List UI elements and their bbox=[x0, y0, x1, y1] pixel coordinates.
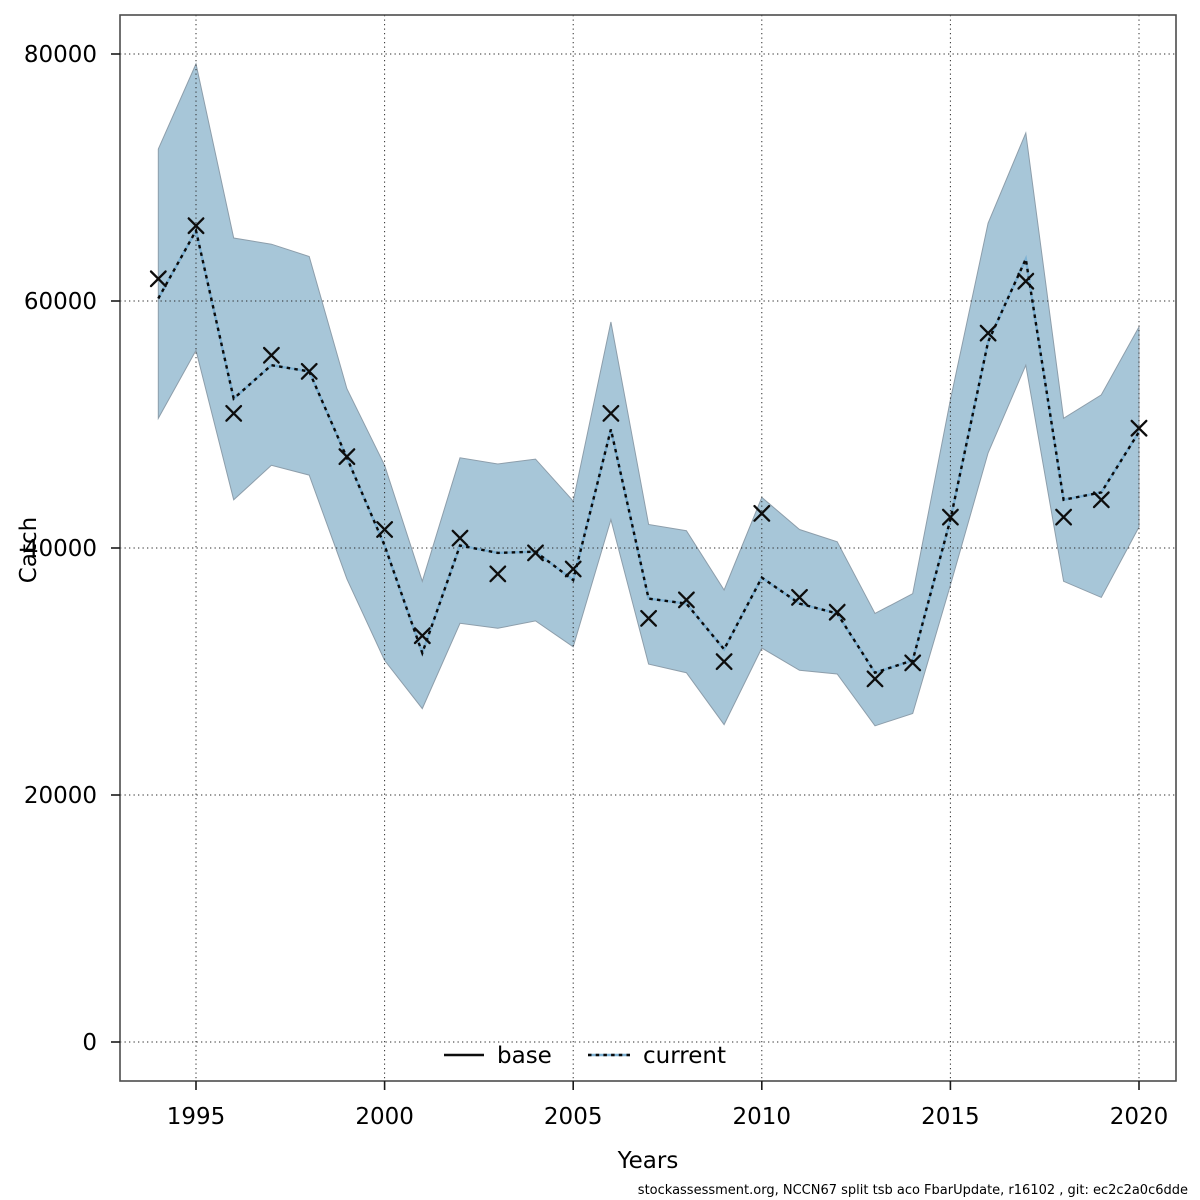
base-marker-2020 bbox=[1130, 419, 1148, 437]
confidence-band-layer bbox=[157, 62, 1140, 727]
x-tick-label-2010: 2010 bbox=[733, 1104, 792, 1130]
y-tick-label-60000: 60000 bbox=[24, 289, 97, 315]
x-tick-label-2020: 2020 bbox=[1110, 1104, 1169, 1130]
axis-tick-layer bbox=[111, 53, 1140, 1090]
base-marker-2017 bbox=[1017, 272, 1035, 290]
footer-citation: stockassessment.org, NCCN67 split tsb ac… bbox=[638, 1183, 1188, 1198]
base-marker-2005 bbox=[564, 560, 582, 578]
base-marker-2008 bbox=[677, 591, 695, 609]
base-marker-2016 bbox=[979, 324, 997, 342]
base-marker-2018 bbox=[1055, 508, 1073, 526]
base-marker-2015 bbox=[941, 508, 959, 526]
base-marker-2007 bbox=[640, 609, 658, 627]
current-line-dashes bbox=[157, 227, 1141, 675]
x-tick-label-2000: 2000 bbox=[355, 1104, 414, 1130]
current-line-layer bbox=[157, 227, 1141, 675]
base-marker-1996 bbox=[225, 404, 243, 422]
legend-current-label: current bbox=[643, 1043, 726, 1069]
x-tick-label-2015: 2015 bbox=[921, 1104, 980, 1130]
base-marker-1998 bbox=[300, 362, 318, 380]
legend: base current bbox=[444, 1043, 726, 1069]
base-marker-2012 bbox=[828, 603, 846, 621]
base-marker-layer bbox=[149, 217, 1148, 688]
y-tick-label-20000: 20000 bbox=[24, 783, 97, 809]
base-marker-2001 bbox=[413, 627, 431, 645]
base-marker-2011 bbox=[791, 588, 808, 606]
x-tick-label-layer: 1995 2000 2005 2010 2015 2020 bbox=[167, 1104, 1169, 1130]
base-marker-2010 bbox=[753, 504, 771, 522]
base-marker-1995 bbox=[187, 217, 205, 235]
y-tick-label-40000: 40000 bbox=[24, 536, 97, 562]
x-tick-label-1995: 1995 bbox=[167, 1104, 226, 1130]
confidence-band bbox=[157, 62, 1140, 727]
base-marker-2019 bbox=[1092, 491, 1110, 509]
base-marker-2004 bbox=[527, 544, 544, 562]
base-marker-1997 bbox=[262, 346, 280, 364]
base-marker-2003 bbox=[489, 565, 507, 583]
base-marker-1994 bbox=[149, 270, 167, 288]
base-marker-2014 bbox=[904, 654, 922, 672]
base-marker-2006 bbox=[602, 404, 620, 422]
x-tick-label-2005: 2005 bbox=[544, 1104, 603, 1130]
base-marker-2002 bbox=[451, 529, 469, 547]
y-tick-label-80000: 80000 bbox=[24, 42, 97, 68]
base-marker-1999 bbox=[338, 448, 356, 466]
y-axis-title: Catch bbox=[16, 517, 42, 583]
x-axis-title: Years bbox=[617, 1148, 679, 1174]
gridline-layer bbox=[120, 15, 1176, 1081]
y-tick-label-0: 0 bbox=[82, 1030, 97, 1056]
base-marker-2009 bbox=[715, 653, 733, 671]
legend-base-label: base bbox=[497, 1043, 552, 1069]
y-tick-label-layer: 0 20000 40000 60000 80000 bbox=[24, 42, 97, 1056]
base-marker-2013 bbox=[866, 670, 884, 688]
base-marker-2000 bbox=[376, 521, 394, 538]
